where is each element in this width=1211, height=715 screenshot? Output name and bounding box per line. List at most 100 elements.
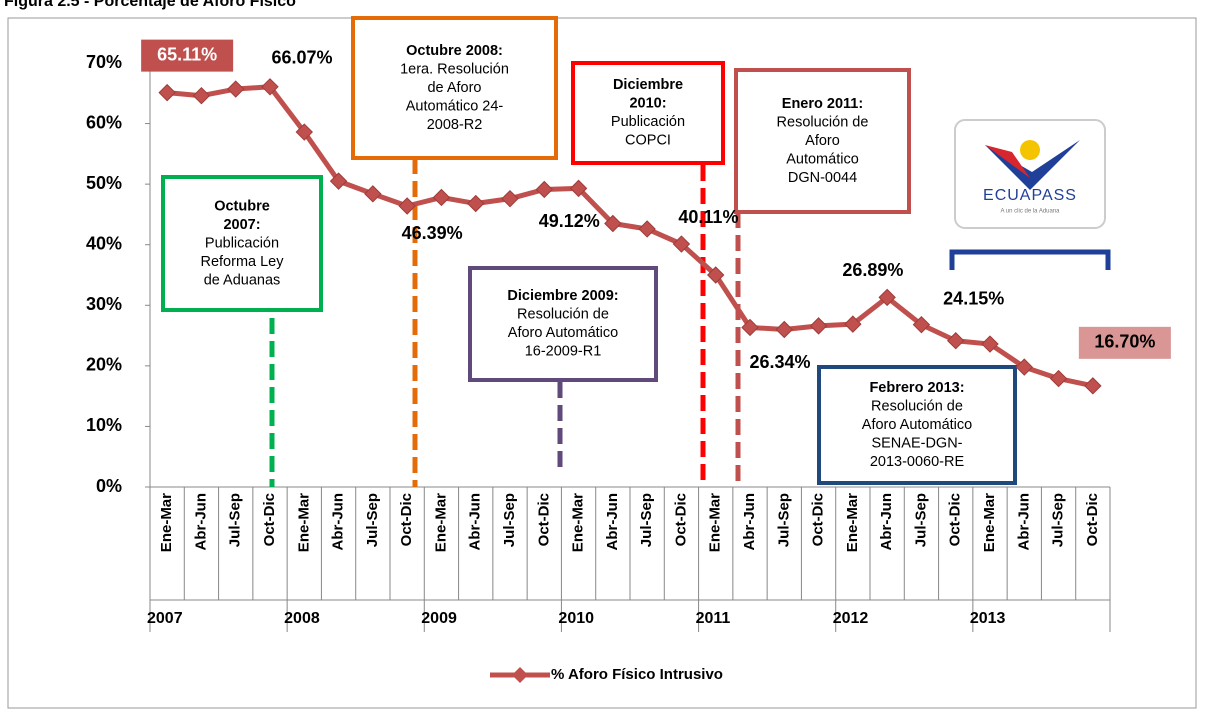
data-label: 16.70% [1094, 332, 1155, 352]
x-tick-label: Oct-Dic [398, 493, 415, 546]
x-tick-label: Abr-Jun [741, 493, 758, 551]
annotation-text: Aforo [805, 133, 840, 149]
data-point [398, 197, 416, 215]
data-point [672, 235, 691, 253]
data-point [364, 185, 382, 203]
logo-check [985, 140, 1080, 190]
annotation-box [468, 266, 658, 382]
data-point [227, 80, 245, 98]
annotation-title: Octubre 2008: [406, 43, 503, 59]
x-tick-label: Jul-Sep [1050, 493, 1067, 547]
x-tick-label: Oct-Dic [1084, 493, 1101, 546]
data-point [1084, 377, 1102, 395]
annotation-title: 2010: [629, 96, 666, 112]
y-tick-label: 50% [86, 173, 122, 193]
x-tick-label: Jul-Sep [227, 493, 244, 547]
x-tick-label: Ene-Mar [981, 493, 998, 552]
y-tick-label: 20% [86, 355, 122, 375]
x-tick-label: Jul-Sep [501, 493, 518, 547]
y-tick-label: 70% [86, 52, 122, 72]
logo-name: ECUAPASS [983, 187, 1077, 204]
data-point [467, 194, 485, 213]
x-tick-label: Abr-Jun [330, 493, 347, 551]
data-point [604, 214, 622, 233]
annotation-text: Publicación [611, 114, 685, 130]
data-point [741, 318, 759, 337]
annotation-text: Resolución de [871, 398, 963, 414]
x-tick-label: Abr-Jun [604, 493, 621, 551]
data-point [432, 188, 451, 207]
annotation-text: Resolución de [517, 307, 609, 323]
data-point [912, 315, 931, 334]
data-point [192, 87, 211, 105]
data-point [295, 123, 313, 141]
data-point [1049, 369, 1068, 388]
annotation-text: Automático [786, 151, 859, 167]
data-point [535, 180, 553, 199]
year-label: 2012 [833, 610, 869, 627]
x-tick-label: Jul-Sep [775, 493, 792, 547]
bracket [949, 249, 1111, 270]
annotation-text: Publicación [205, 235, 279, 251]
year-label: 2008 [284, 610, 320, 627]
x-tick-label: Oct-Dic [535, 493, 552, 546]
frame [7, 17, 1197, 709]
x-tick-label: Oct-Dic [947, 493, 964, 546]
data-point [707, 266, 725, 284]
annotation-title: Enero 2011: [782, 96, 863, 112]
x-tick-label: Ene-Mar [158, 493, 175, 552]
series-line [166, 84, 1094, 389]
annotation-text: Automático 24- [406, 98, 504, 114]
y-tick-label: 10% [86, 415, 122, 435]
annotation-box [351, 16, 558, 160]
year-label: 2009 [421, 610, 457, 627]
x-tick-label: Ene-Mar [844, 493, 861, 552]
x-tick-label: Ene-Mar [432, 493, 449, 552]
annotation-text: 16-2009-R1 [525, 344, 602, 360]
data-label: 49.12% [539, 211, 600, 231]
annotation-text: 2008-R2 [427, 117, 483, 133]
data-point [1015, 358, 1033, 376]
data-label: 66.07% [271, 48, 332, 68]
x-tick-label: Abr-Jun [1015, 493, 1032, 551]
annotation-title: Diciembre [613, 77, 683, 93]
data-label-box [141, 39, 234, 72]
x-tick-label: Jul-Sep [912, 493, 929, 547]
data-point [809, 317, 828, 335]
annotation-text: de Aduanas [204, 272, 281, 288]
data-point [158, 83, 176, 102]
x-tick-label: Oct-Dic [261, 493, 278, 546]
y-tick-label: 60% [86, 112, 122, 132]
x-tick-label: Abr-Jun [192, 493, 209, 551]
annotation-text: Resolución de [777, 114, 869, 130]
x-tick-label: Ene-Mar [570, 493, 587, 552]
annotation-text: Aforo Automático [862, 417, 972, 433]
annotation-box [817, 365, 1017, 485]
data-label: 40.11% [678, 207, 738, 227]
annotation-title: Octubre [214, 198, 270, 214]
chart-title: Figura 2.5 - Porcentaje de Aforo Físico [4, 0, 296, 10]
annotation-text: 1era. Resolución [400, 61, 509, 77]
annotation-box [734, 68, 911, 214]
data-point [261, 78, 279, 96]
data-point [638, 220, 656, 238]
data-label: 24.15% [943, 288, 1004, 308]
x-tick-label: Jul-Sep [364, 493, 381, 547]
data-point [981, 335, 999, 353]
annotation-text: Reforma Ley [200, 254, 284, 270]
year-label: 2010 [558, 610, 594, 627]
annotation-box [571, 61, 725, 165]
annotation-text: COPCI [625, 133, 671, 149]
year-label: 2013 [970, 610, 1006, 627]
data-point [501, 189, 519, 208]
annotation-title: 2007: [223, 217, 260, 233]
data-point [329, 172, 348, 190]
annotation-text: 2013-0060-RE [870, 454, 965, 470]
x-tick-label: Oct-Dic [672, 493, 689, 546]
x-tick-label: Ene-Mar [707, 493, 724, 552]
year-label: 2011 [696, 610, 731, 627]
annotation-text: SENAE-DGN- [871, 435, 962, 451]
data-label: 46.39% [402, 223, 463, 243]
year-label: 2007 [147, 610, 183, 627]
y-tick-label: 0% [96, 476, 122, 496]
